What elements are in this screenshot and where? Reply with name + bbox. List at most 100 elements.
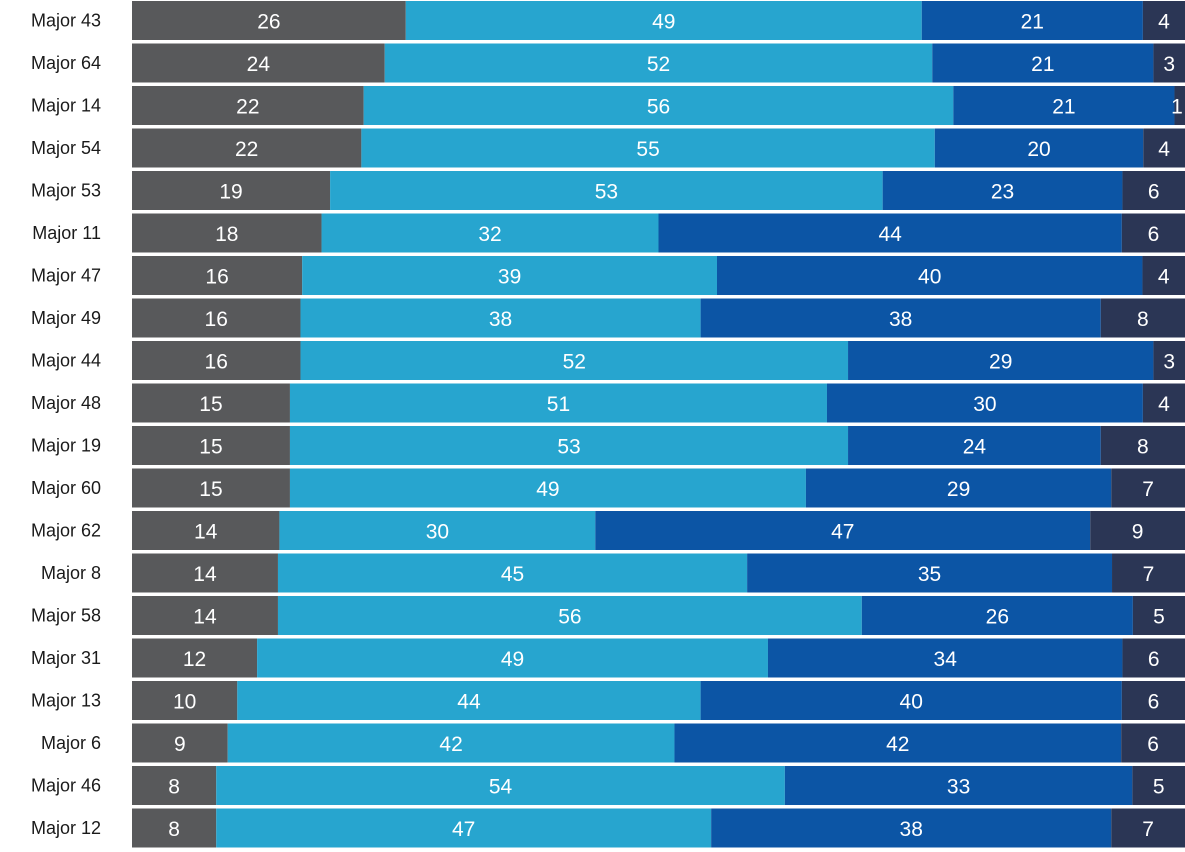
data-label: 21 bbox=[1021, 11, 1044, 34]
category-label: Major 13 bbox=[31, 691, 101, 711]
data-label: 47 bbox=[452, 818, 475, 841]
data-label: 8 bbox=[168, 776, 180, 799]
bar-segment bbox=[277, 596, 862, 635]
bar-segment bbox=[289, 426, 849, 465]
data-label: 44 bbox=[878, 223, 902, 246]
bar-segment bbox=[861, 596, 1133, 635]
bar-segment bbox=[132, 426, 290, 465]
data-label: 16 bbox=[205, 351, 228, 374]
data-label: 7 bbox=[1143, 563, 1155, 586]
data-label: 15 bbox=[199, 436, 222, 459]
data-label: 6 bbox=[1148, 223, 1160, 246]
bar-segment bbox=[1121, 213, 1185, 253]
data-label: 42 bbox=[886, 733, 909, 756]
bar-segment bbox=[384, 43, 933, 83]
data-label: 52 bbox=[563, 351, 586, 374]
data-label: 8 bbox=[1137, 308, 1149, 331]
bar-segment bbox=[1142, 383, 1185, 423]
data-label: 47 bbox=[831, 521, 854, 544]
bar-segment bbox=[289, 468, 806, 508]
category-label: Major 19 bbox=[31, 436, 101, 456]
bar-segment bbox=[216, 808, 712, 848]
data-label: 52 bbox=[647, 53, 670, 76]
bar-segment bbox=[747, 553, 1113, 593]
data-label: 4 bbox=[1158, 266, 1170, 289]
category-label: Major 46 bbox=[31, 776, 101, 796]
data-label: 15 bbox=[199, 393, 222, 416]
data-label: 9 bbox=[174, 733, 186, 756]
data-label: 45 bbox=[501, 563, 524, 586]
bar-segment bbox=[132, 298, 301, 338]
data-label: 14 bbox=[193, 563, 217, 586]
category-label: Major 54 bbox=[31, 138, 101, 158]
data-label: 42 bbox=[439, 733, 462, 756]
data-label: 35 bbox=[918, 563, 941, 586]
data-label: 40 bbox=[918, 266, 941, 289]
data-label: 38 bbox=[900, 818, 923, 841]
data-label: 9 bbox=[1132, 521, 1144, 544]
data-label: 4 bbox=[1158, 11, 1170, 34]
data-label: 39 bbox=[498, 266, 521, 289]
bar-segment bbox=[711, 808, 1112, 848]
data-label: 7 bbox=[1142, 818, 1154, 841]
bar-segment bbox=[848, 341, 1154, 380]
data-label: 3 bbox=[1163, 53, 1175, 76]
data-label: 49 bbox=[501, 648, 524, 671]
bar-segment bbox=[237, 681, 701, 720]
data-label: 34 bbox=[934, 648, 958, 671]
bar-segment bbox=[1143, 128, 1185, 168]
bar-segment bbox=[132, 723, 228, 763]
data-label: 19 bbox=[219, 181, 242, 204]
data-label: 16 bbox=[205, 308, 228, 331]
data-label: 23 bbox=[991, 181, 1014, 204]
bar-segment bbox=[1121, 681, 1185, 720]
category-label: Major 14 bbox=[31, 96, 101, 116]
category-label: Major 53 bbox=[31, 181, 101, 201]
bar-segment bbox=[132, 681, 238, 720]
category-label: Major 60 bbox=[31, 478, 101, 498]
bar-segment bbox=[132, 511, 280, 550]
bar-segment bbox=[132, 638, 258, 678]
data-label: 21 bbox=[1031, 53, 1054, 76]
data-label: 14 bbox=[194, 521, 218, 544]
data-label: 53 bbox=[557, 436, 580, 459]
data-label: 8 bbox=[1137, 436, 1149, 459]
category-label: Major 58 bbox=[31, 606, 101, 626]
bar-segment bbox=[1153, 341, 1185, 380]
bar-segment bbox=[289, 383, 827, 423]
data-label: 24 bbox=[963, 436, 987, 459]
bar-segment bbox=[848, 426, 1101, 465]
bar-segment bbox=[132, 128, 362, 168]
data-label: 6 bbox=[1148, 691, 1160, 714]
bar-segment bbox=[767, 638, 1123, 678]
bar-segment bbox=[363, 86, 954, 125]
data-label: 10 bbox=[173, 691, 196, 714]
bar-segment bbox=[132, 1, 406, 40]
bar-segment bbox=[132, 341, 301, 380]
bar-segment bbox=[826, 383, 1143, 423]
category-label: Major 12 bbox=[31, 818, 101, 838]
data-label: 7 bbox=[1142, 478, 1154, 501]
data-label: 8 bbox=[168, 818, 180, 841]
data-label: 4 bbox=[1158, 393, 1170, 416]
data-label: 15 bbox=[199, 478, 222, 501]
data-label: 53 bbox=[595, 181, 618, 204]
bar-segment bbox=[1100, 298, 1185, 338]
bar-segment bbox=[132, 213, 322, 253]
category-label: Major 62 bbox=[31, 521, 101, 541]
data-label: 56 bbox=[558, 606, 581, 629]
data-label: 33 bbox=[947, 776, 970, 799]
bar-segment bbox=[1142, 1, 1185, 40]
data-label: 29 bbox=[947, 478, 970, 501]
bar-segment bbox=[882, 171, 1123, 210]
category-label: Major 31 bbox=[31, 648, 101, 668]
data-label: 24 bbox=[247, 53, 271, 76]
data-label: 16 bbox=[205, 266, 228, 289]
bar-segment bbox=[300, 341, 849, 380]
data-label: 12 bbox=[183, 648, 206, 671]
bar-segment bbox=[953, 86, 1175, 125]
bar-segment bbox=[1111, 468, 1185, 508]
category-label: Major 49 bbox=[31, 308, 101, 328]
data-label: 22 bbox=[236, 96, 259, 119]
bar-segment bbox=[1132, 596, 1185, 635]
